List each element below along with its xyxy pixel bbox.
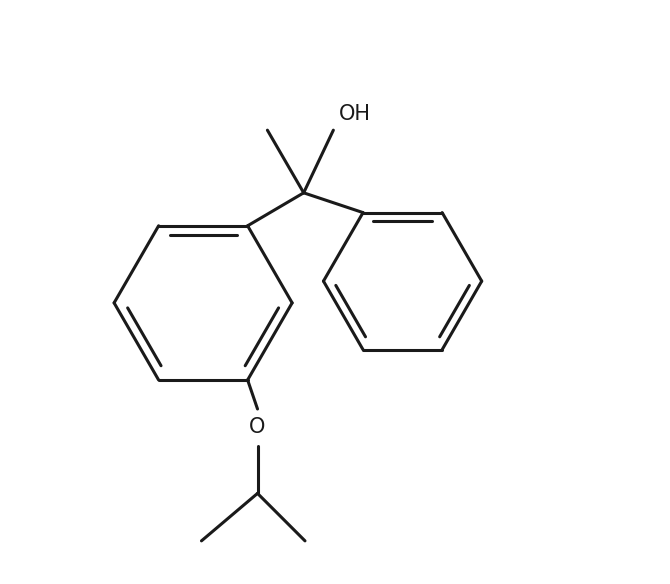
Text: O: O (249, 418, 266, 437)
Text: OH: OH (338, 103, 371, 124)
